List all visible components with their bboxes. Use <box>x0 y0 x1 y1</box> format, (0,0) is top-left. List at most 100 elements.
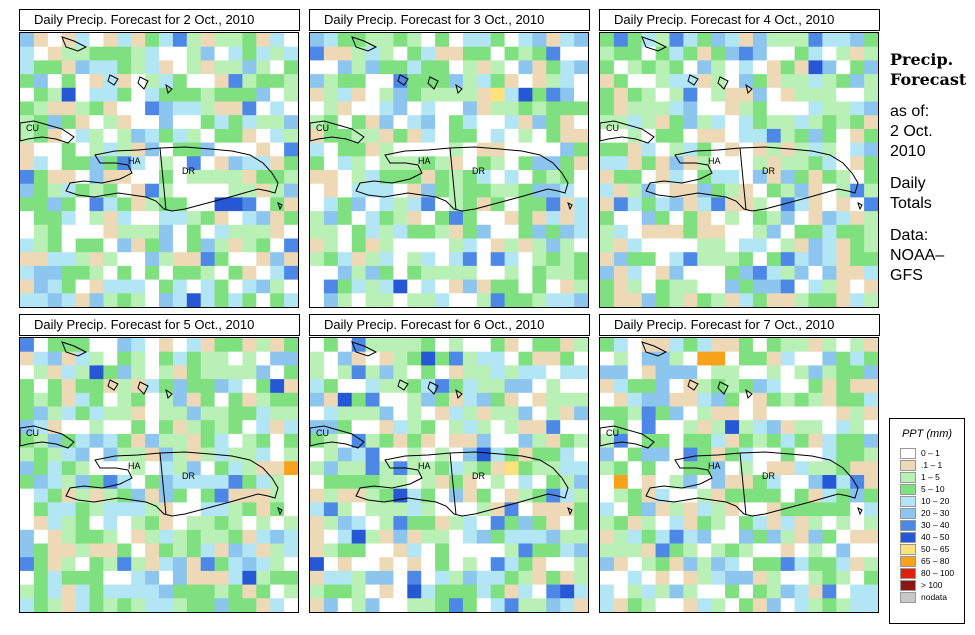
precip-cell <box>284 392 298 407</box>
precip-cell <box>780 570 796 586</box>
precip-cell <box>186 475 202 490</box>
precip-cell <box>613 392 629 407</box>
precip-cell <box>131 293 146 307</box>
precip-cell <box>766 115 782 130</box>
precip-cell <box>159 447 174 462</box>
precip-cell <box>103 293 118 307</box>
precip-cell <box>462 142 478 157</box>
precip-cell <box>421 365 436 380</box>
precip-cell <box>310 46 325 61</box>
precip-cell <box>214 529 229 544</box>
precip-cell <box>518 265 533 281</box>
precip-cell <box>669 197 684 212</box>
precip-cell <box>186 420 202 435</box>
precip-cell <box>270 475 285 490</box>
precip-cell <box>490 379 506 394</box>
precip-cell <box>697 516 712 531</box>
precip-cell <box>836 265 851 281</box>
precip-cell <box>504 128 519 144</box>
precip-cell <box>641 392 657 407</box>
precip-cell <box>270 238 285 253</box>
precip-cell <box>365 74 380 89</box>
precip-cell <box>850 293 865 307</box>
precip-cell <box>379 183 394 198</box>
precip-cell <box>850 502 865 517</box>
precip-cell <box>683 293 698 307</box>
precip-cell <box>379 87 394 102</box>
precip-cell <box>172 60 188 75</box>
precip-cell <box>61 351 77 366</box>
precip-cell <box>504 475 519 490</box>
precip-cell <box>186 74 202 89</box>
precip-cell <box>850 252 865 267</box>
precip-cell <box>766 211 782 226</box>
precip-cell <box>33 598 49 612</box>
precip-cell <box>131 115 146 130</box>
precip-cell <box>655 516 670 531</box>
precip-cell <box>697 265 712 281</box>
precip-cell <box>449 156 464 171</box>
precip-cell <box>780 60 796 75</box>
precip-cell <box>641 224 657 239</box>
precip-cell <box>351 570 367 586</box>
panel-title-5: Daily Precip. Forecast for 6 Oct., 2010 <box>309 314 590 336</box>
precip-cell <box>850 115 865 130</box>
precip-cell <box>172 142 188 157</box>
precip-cell <box>284 211 298 226</box>
precip-cell <box>131 516 146 531</box>
precip-cell <box>864 46 878 61</box>
precip-cell <box>780 101 796 116</box>
precip-cell <box>186 197 202 212</box>
precip-cell <box>270 279 285 294</box>
precip-cell <box>172 529 188 544</box>
precip-cell <box>407 392 422 407</box>
precip-cell <box>822 101 837 116</box>
precip-cell <box>186 265 202 281</box>
precip-cell <box>270 461 285 476</box>
precip-cell <box>172 156 188 171</box>
precip-cell <box>421 211 436 226</box>
precip-cell <box>504 420 519 435</box>
precip-cell <box>739 338 754 353</box>
precip-cell <box>462 598 478 612</box>
precip-cell <box>379 128 394 144</box>
precip-cell <box>393 293 408 307</box>
precip-cell <box>435 543 450 558</box>
precip-cell <box>683 338 698 353</box>
precip-cell <box>103 570 118 586</box>
precip-cell <box>518 516 533 531</box>
precip-cell <box>836 293 851 307</box>
precip-cell <box>20 128 35 144</box>
precip-cell <box>33 87 49 102</box>
precip-cell <box>739 252 754 267</box>
map-label-dr: DR <box>472 166 485 176</box>
precip-cell <box>518 238 533 253</box>
precip-cell <box>351 74 367 89</box>
precip-cell <box>75 543 90 558</box>
precip-cell <box>850 379 865 394</box>
side-info: Precip. Forecast as of: 2 Oct. 2010 Dail… <box>890 50 970 286</box>
precip-cell <box>256 115 271 130</box>
precip-cell <box>379 238 394 253</box>
precip-cell <box>435 33 450 48</box>
side-data-line3: GFS <box>890 267 923 284</box>
precip-cell <box>532 197 547 212</box>
precip-cell <box>574 420 588 435</box>
precip-cell <box>89 197 104 212</box>
precip-cell <box>711 87 726 102</box>
haiti-dr-border <box>159 452 167 516</box>
precip-cell <box>574 279 588 294</box>
precip-cell <box>421 101 436 116</box>
precip-cell <box>103 543 118 558</box>
precip-cell <box>75 475 90 490</box>
precip-cell <box>725 433 740 449</box>
precip-cell <box>228 101 243 116</box>
legend-swatch <box>900 447 916 459</box>
precip-cell <box>61 183 77 198</box>
precip-cell <box>20 33 35 48</box>
precip-cell <box>669 598 684 612</box>
precip-cell <box>270 447 285 462</box>
legend-swatch <box>900 567 916 579</box>
precip-cell <box>172 475 188 490</box>
precip-cell <box>89 420 104 435</box>
